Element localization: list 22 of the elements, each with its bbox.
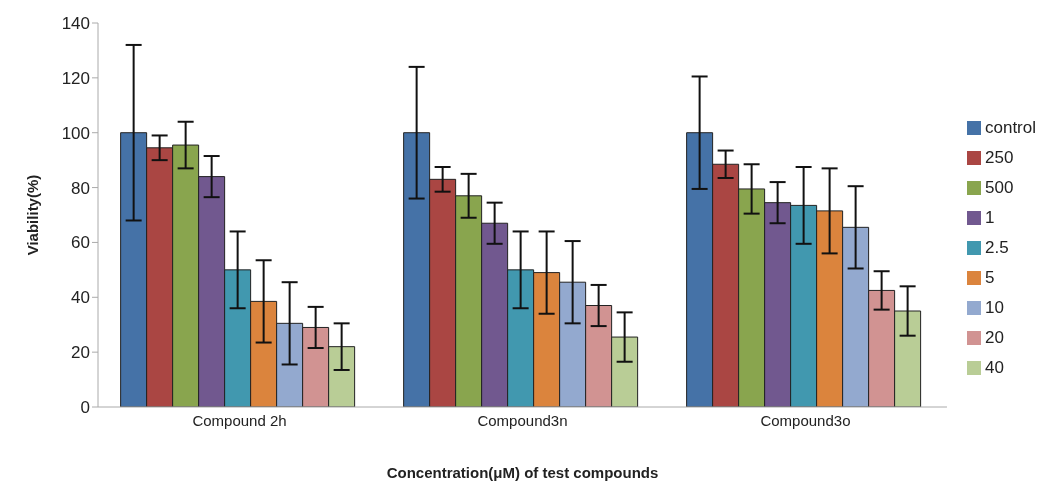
y-tick-label: 20 [71,343,90,363]
legend-label: 2.5 [984,237,1009,257]
y-tick-label: 60 [71,233,90,253]
legend-label: 20 [984,327,1004,347]
y-tick-label: 120 [61,68,90,88]
y-axis-title: Viability(%) [24,174,42,256]
y-tick-label: 80 [71,178,90,198]
legend-label: 10 [984,297,1004,317]
y-tick-label: 140 [61,14,90,34]
legend-label: 1 [984,207,995,227]
y-tick-label: 100 [61,123,90,143]
x-axis-title: Concentration(μM) of test compounds [386,463,659,481]
x-tick-label: Compound3o [760,411,851,429]
legend-label: control [984,117,1036,137]
legend-label: 40 [984,357,1004,377]
legend-label: 250 [984,147,1014,167]
legend-label: 5 [984,267,995,287]
y-tick-label: 0 [80,398,90,418]
x-tick-label: Compound3n [477,411,568,429]
y-tick-label: 40 [71,288,90,308]
x-tick-label: Compound 2h [192,411,287,429]
legend-label: 500 [984,177,1014,197]
